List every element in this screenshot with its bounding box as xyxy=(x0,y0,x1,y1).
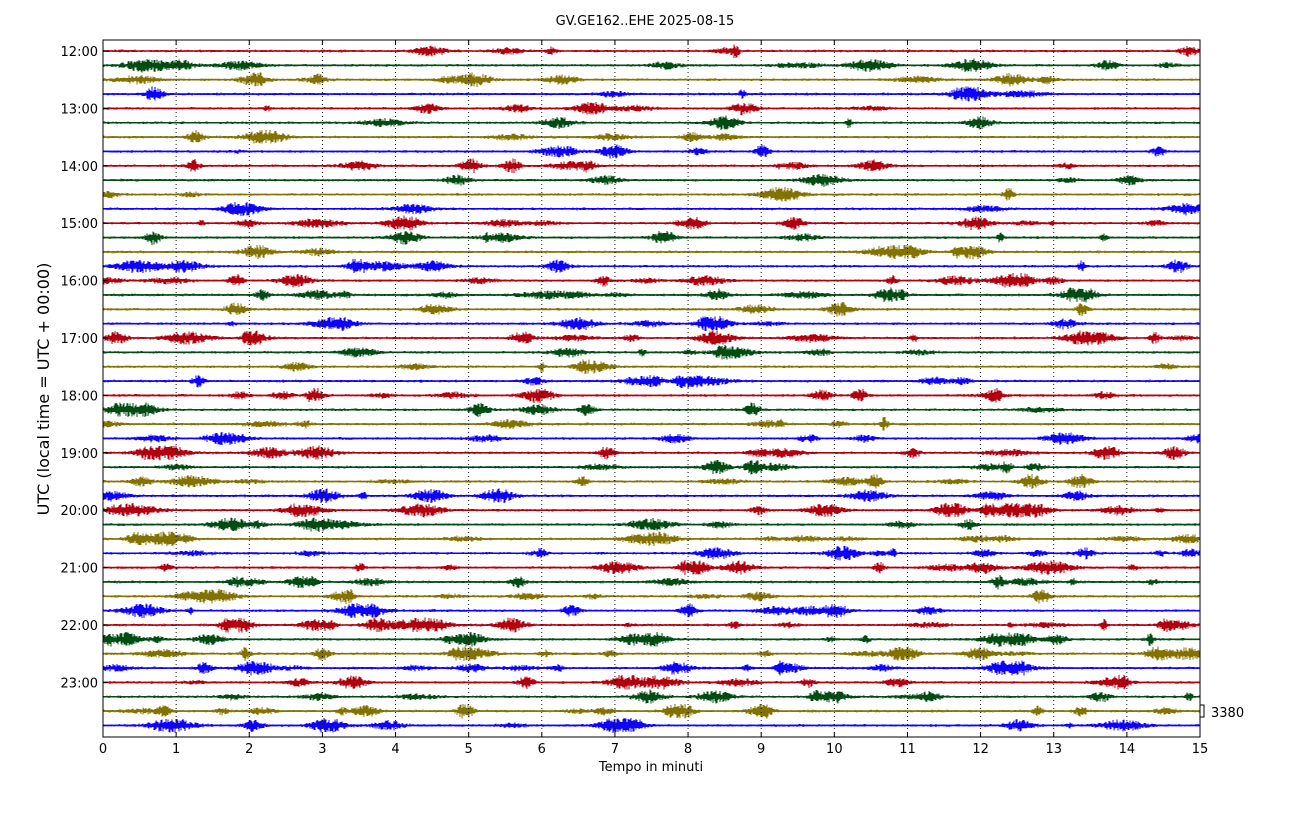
y-tick-label: 17:00 xyxy=(61,332,98,347)
scale-bar-box xyxy=(1199,704,1205,718)
y-axis: 12:00 13:00 14:00 15:00 16:00 17:00 18:00 19:00… xyxy=(61,45,108,691)
x-tick-label: 10 xyxy=(826,742,843,757)
y-tick-label: 15:00 xyxy=(61,217,98,232)
seismic-traces xyxy=(102,44,1201,733)
x-tick-label: 13 xyxy=(1045,742,1062,757)
y-tick-label: 20:00 xyxy=(61,504,98,519)
x-tick-label: 15 xyxy=(1192,742,1209,757)
trace-line xyxy=(102,375,1201,389)
y-tick-label: 23:00 xyxy=(61,676,98,691)
x-tick-label: 7 xyxy=(611,742,619,757)
y-tick-label: 16:00 xyxy=(61,275,98,290)
chart-title: GV.GE162..EHE 2025-08-15 xyxy=(556,14,735,29)
x-tick-label: 0 xyxy=(99,742,107,757)
x-tick-label: 11 xyxy=(899,742,916,757)
x-axis-label: Tempo in minuti xyxy=(598,760,703,775)
x-tick-label: 14 xyxy=(1119,742,1136,757)
x-tick-label: 3 xyxy=(318,742,326,757)
y-axis-label: UTC (local time = UTC + 00:00) xyxy=(34,263,53,516)
x-tick-label: 9 xyxy=(757,742,765,757)
vertical-grid xyxy=(175,40,1128,737)
y-tick-label: 14:00 xyxy=(61,160,98,175)
x-tick-label: 5 xyxy=(465,742,473,757)
amplitude-scale-bar: 3380 xyxy=(1199,704,1244,721)
y-tick-label: 21:00 xyxy=(61,562,98,577)
x-tick-label: 2 xyxy=(245,742,253,757)
x-tick-label: 4 xyxy=(391,742,399,757)
y-tick-label: 18:00 xyxy=(61,389,98,404)
x-axis: 0 1 2 3 4 5 6 7 8 9 10 11 12 13 14 15 xyxy=(99,40,1208,757)
x-tick-label: 6 xyxy=(538,742,546,757)
x-tick-label: 1 xyxy=(172,742,180,757)
y-tick-label: 12:00 xyxy=(61,45,98,60)
scale-bar-label: 3380 xyxy=(1211,706,1244,721)
plot-frame xyxy=(102,39,1201,738)
y-tick-label: 19:00 xyxy=(61,447,98,462)
y-tick-label: 22:00 xyxy=(61,619,98,634)
y-tick-label: 13:00 xyxy=(61,102,98,117)
x-tick-label: 8 xyxy=(684,742,692,757)
x-tick-label: 12 xyxy=(972,742,989,757)
